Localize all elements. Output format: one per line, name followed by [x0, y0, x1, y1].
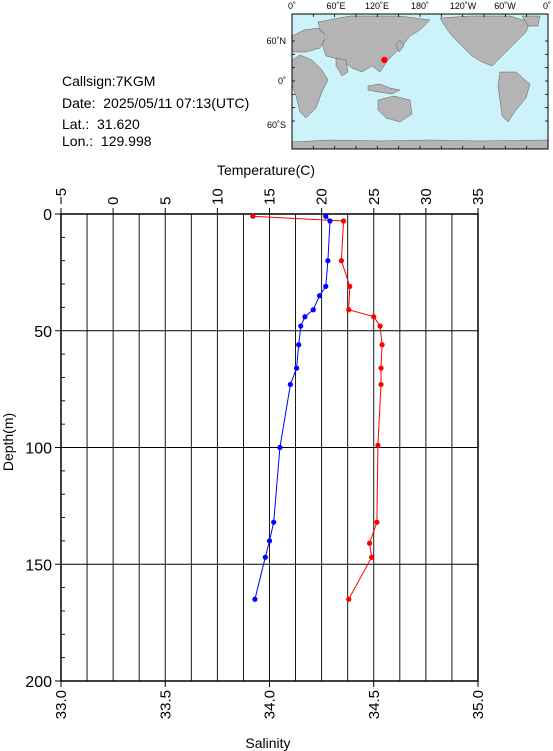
- temperature-tick-label: 35: [470, 188, 487, 205]
- salinity-tick-label: 34.5: [366, 690, 383, 719]
- station-marker: [381, 56, 388, 64]
- temperature-point: [366, 540, 373, 546]
- map-lon-label: 0˚: [288, 1, 296, 11]
- date-label: Date: 2025/05/11 07:13(UTC): [62, 95, 250, 111]
- depth-tick-label: 100: [25, 441, 52, 458]
- temperature-point: [346, 307, 352, 313]
- salinity-point: [252, 596, 258, 602]
- temperature-point: [374, 519, 380, 525]
- temperature-point: [346, 596, 352, 602]
- map-lon-label: 60˚W: [494, 1, 516, 11]
- salinity-point: [310, 307, 316, 313]
- salinity-tick-label: 33.5: [157, 690, 174, 719]
- temperature-tick-label: 20: [314, 188, 331, 205]
- map-lon-label: 120˚E: [365, 1, 389, 11]
- land-south-america: [497, 71, 531, 123]
- temperature-tick-label: 0: [105, 197, 122, 205]
- longitude-label: Lon.: 129.998: [62, 133, 152, 149]
- salinity-axis-label: Salinity: [245, 735, 290, 751]
- map-lon-label: 0˚: [543, 1, 551, 11]
- temperature-tick-label: 10: [209, 188, 226, 205]
- salinity-tick-label: 35.0: [470, 690, 487, 719]
- temperature-tick-label: 30: [418, 188, 435, 205]
- salinity-line: [254, 215, 331, 600]
- salinity-tick-label: 33.0: [53, 690, 70, 719]
- temperature-point: [371, 314, 377, 320]
- temperature-point: [378, 365, 384, 371]
- map-lon-label: 60˚E: [326, 1, 345, 11]
- plot-grid: [60, 214, 479, 681]
- map-ticks: [291, 14, 549, 149]
- callsign-label: Callsign:7KGM: [62, 73, 156, 89]
- salinity-point: [271, 519, 277, 525]
- world-map: 0˚ 60˚E 120˚E 180˚ 120˚W 60˚W 0˚ 60˚N 0˚…: [266, 1, 551, 150]
- salinity-point: [266, 538, 273, 544]
- map-land: [291, 15, 549, 150]
- salinity-point: [287, 381, 293, 388]
- depth-tick-label: 150: [25, 557, 52, 574]
- latitude-label: Lat.: 31.620: [62, 116, 140, 132]
- depth-tick-label: 0: [43, 207, 52, 224]
- temperature-point: [378, 381, 384, 388]
- temperature-point: [250, 213, 256, 219]
- land-japan: [395, 39, 405, 53]
- salinity-point: [316, 293, 323, 299]
- temperature-point: [379, 342, 385, 348]
- land-india: [335, 57, 349, 77]
- depth-tick-label: 200: [25, 674, 52, 691]
- temperature-axis-label: Temperature(C): [217, 162, 315, 178]
- map-lat-label: 0˚: [278, 76, 286, 86]
- salinity-point: [277, 444, 283, 451]
- temperature-point: [338, 258, 345, 264]
- land-north-america: [439, 15, 531, 67]
- map-lat-label: 60˚N: [266, 36, 286, 46]
- temperature-tick-label: −5: [53, 188, 70, 205]
- salinity-point: [298, 323, 304, 329]
- salinity-point: [325, 258, 331, 264]
- land-europe: [291, 27, 327, 53]
- salinity-point: [302, 314, 308, 320]
- temperature-tick-label: 15: [262, 188, 279, 205]
- temperature-point: [375, 442, 381, 448]
- salinity-point: [323, 283, 329, 289]
- temperature-point: [369, 554, 375, 560]
- map-lat-label: 60˚S: [267, 120, 286, 130]
- temperature-point: [340, 218, 347, 224]
- temperature-line: [252, 215, 383, 600]
- land-asia: [317, 15, 431, 73]
- salinity-axis: 33.0 33.5 34.0 34.5 35.0: [53, 681, 487, 719]
- land-indonesia: [367, 83, 401, 95]
- series-layer: [250, 213, 385, 602]
- salinity-point: [327, 218, 333, 224]
- salinity-point: [262, 554, 268, 560]
- depth-axis-label: Depth(m): [0, 413, 16, 471]
- temperature-point: [347, 283, 353, 289]
- temperature-tick-label: 5: [157, 197, 174, 205]
- land-greenland: [521, 15, 541, 27]
- salinity-tick-label: 34.0: [262, 690, 279, 719]
- land-africa: [291, 54, 329, 119]
- temperature-axis: −5 0 5 10 15 20 25 30 35: [53, 188, 487, 214]
- salinity-point: [296, 342, 302, 348]
- profile-plot: −5 0 5 10 15 20 25 30 35 33.0 33.5 34.0 34.5 35.0 05…: [0, 162, 487, 751]
- land-australia: [377, 95, 413, 123]
- map-lon-label: 120˚W: [450, 1, 477, 11]
- temperature-point: [377, 323, 383, 329]
- salinity-point: [294, 365, 300, 371]
- depth-axis: 0 50 100 150 200: [25, 207, 61, 691]
- salinity-point: [323, 213, 329, 219]
- map-lon-label: 180˚: [411, 1, 429, 11]
- depth-tick-label: 50: [34, 324, 52, 341]
- temperature-tick-label: 25: [366, 188, 383, 205]
